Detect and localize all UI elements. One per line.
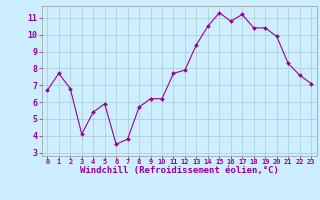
X-axis label: Windchill (Refroidissement éolien,°C): Windchill (Refroidissement éolien,°C) (80, 166, 279, 175)
